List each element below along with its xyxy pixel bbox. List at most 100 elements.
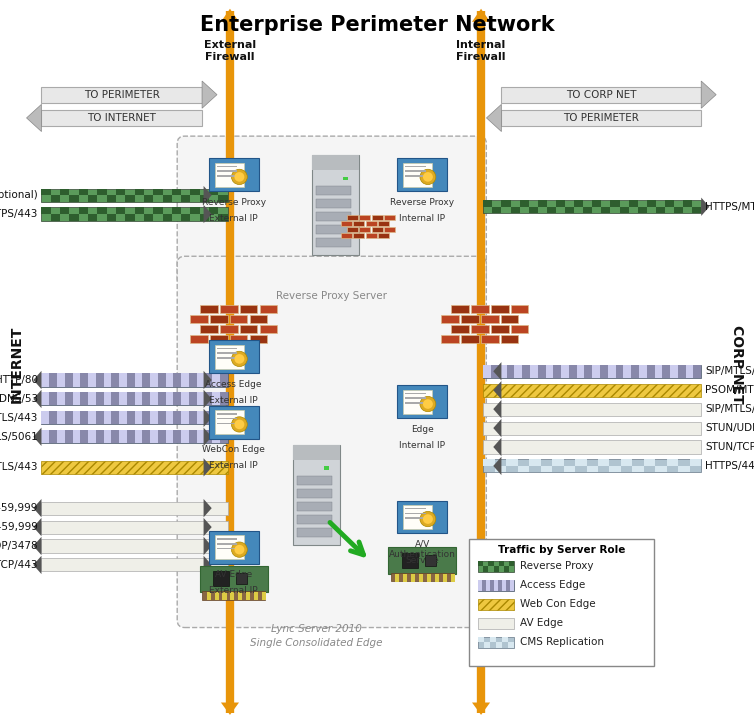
Bar — [427, 574, 431, 582]
Polygon shape — [493, 419, 501, 438]
Bar — [506, 579, 510, 591]
Bar — [575, 459, 587, 466]
Polygon shape — [204, 555, 212, 574]
Bar — [419, 574, 423, 582]
Bar — [49, 430, 57, 443]
Bar — [323, 467, 329, 470]
Bar — [529, 207, 538, 213]
Bar — [96, 373, 103, 387]
Bar — [478, 579, 482, 591]
Polygon shape — [33, 518, 41, 537]
Bar — [523, 365, 530, 378]
Bar — [486, 579, 490, 591]
Bar — [181, 373, 189, 387]
Text: Internal
Firewall: Internal Firewall — [456, 40, 506, 62]
Bar — [72, 373, 80, 387]
Bar — [498, 579, 502, 591]
Bar — [425, 555, 436, 566]
Bar — [483, 403, 701, 416]
Bar — [41, 521, 228, 534]
Text: Lync Server 2010
Single Consolidated Edge: Lync Server 2010 Single Consolidated Edg… — [250, 624, 383, 648]
Bar — [378, 221, 389, 226]
Bar — [158, 411, 166, 424]
Bar — [388, 547, 456, 574]
Bar — [574, 200, 583, 207]
Bar — [483, 365, 701, 378]
Polygon shape — [204, 427, 212, 446]
Circle shape — [420, 169, 436, 184]
Bar — [644, 459, 655, 466]
Bar — [112, 411, 119, 424]
Bar — [41, 207, 51, 214]
Bar — [212, 430, 220, 443]
Bar — [41, 189, 51, 195]
Bar — [80, 373, 88, 387]
Polygon shape — [221, 9, 239, 22]
Bar — [520, 200, 529, 207]
Bar — [293, 445, 340, 460]
Polygon shape — [204, 518, 212, 537]
Bar — [598, 459, 609, 466]
Bar — [397, 159, 447, 191]
Bar — [212, 392, 220, 405]
Bar — [621, 459, 633, 466]
Bar — [624, 365, 631, 378]
Bar — [158, 373, 166, 387]
Bar — [72, 411, 80, 424]
Bar — [220, 306, 238, 314]
Bar — [662, 365, 670, 378]
Bar — [153, 189, 163, 195]
Bar — [647, 365, 654, 378]
Circle shape — [231, 416, 247, 432]
Bar — [397, 386, 447, 418]
Bar — [461, 335, 479, 343]
Bar — [316, 186, 351, 195]
Bar — [678, 365, 685, 378]
Bar — [366, 221, 377, 226]
Bar — [41, 502, 228, 515]
Bar — [341, 221, 352, 226]
Text: External IP: External IP — [210, 396, 258, 405]
Bar — [119, 430, 127, 443]
Circle shape — [234, 419, 244, 430]
Bar — [577, 365, 584, 378]
Bar — [158, 430, 166, 443]
Bar — [78, 189, 88, 195]
Bar — [378, 233, 389, 238]
Bar — [173, 373, 181, 387]
Bar — [403, 505, 433, 529]
Bar — [134, 189, 144, 195]
Bar — [654, 365, 662, 378]
Text: HTTP/80 (optional): HTTP/80 (optional) — [0, 190, 38, 200]
Bar — [69, 195, 78, 202]
Text: DNS/53: DNS/53 — [0, 394, 38, 404]
Bar — [511, 306, 529, 314]
Text: AV Edge: AV Edge — [215, 571, 253, 579]
Bar — [483, 459, 701, 472]
Bar — [347, 227, 358, 232]
Bar — [217, 347, 237, 349]
Circle shape — [231, 351, 247, 366]
Bar — [478, 636, 484, 642]
Bar — [116, 189, 125, 195]
Bar — [230, 335, 247, 343]
FancyBboxPatch shape — [177, 256, 486, 628]
Bar — [593, 365, 600, 378]
Bar — [217, 548, 237, 550]
Bar — [41, 558, 228, 571]
Bar — [556, 200, 565, 207]
Bar — [217, 175, 237, 177]
Text: RTP/UDP/50,000-59,999: RTP/UDP/50,000-59,999 — [0, 522, 38, 532]
Bar — [65, 392, 72, 405]
Bar — [65, 430, 72, 443]
Bar — [189, 430, 197, 443]
Bar — [65, 411, 72, 424]
Bar — [166, 373, 173, 387]
Bar — [200, 195, 209, 202]
Text: Reverse Proxy: Reverse Proxy — [520, 561, 593, 571]
Bar — [518, 466, 529, 472]
Bar — [212, 373, 220, 387]
Bar — [96, 411, 103, 424]
Bar — [181, 214, 191, 221]
Bar — [538, 200, 547, 207]
